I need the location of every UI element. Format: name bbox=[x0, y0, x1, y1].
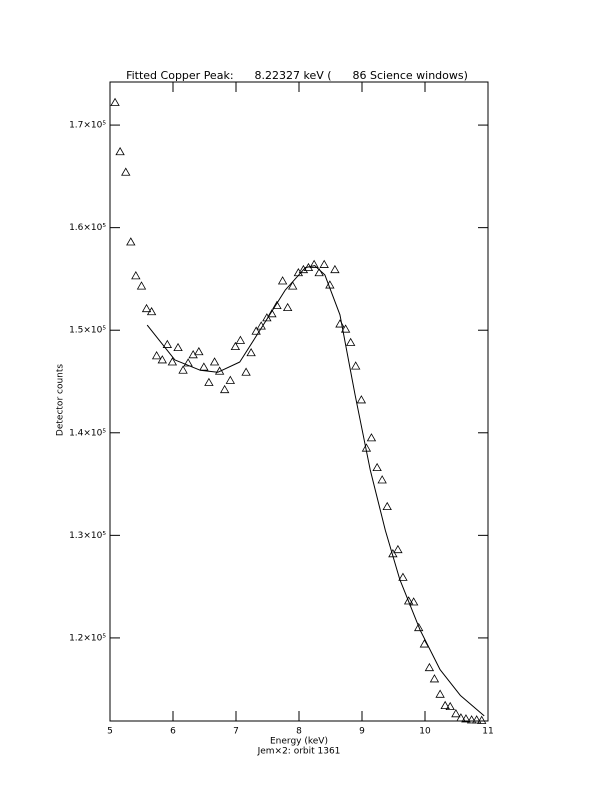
data-point bbox=[115, 146, 125, 156]
data-point bbox=[204, 377, 214, 386]
y-tick-label: 1.4×10⁵ bbox=[69, 428, 106, 438]
y-tick-label: 1.2×10⁵ bbox=[69, 633, 106, 643]
data-point bbox=[235, 335, 246, 344]
data-point bbox=[178, 365, 188, 374]
x-tick-label: 7 bbox=[233, 727, 239, 737]
data-point bbox=[414, 622, 424, 632]
data-point bbox=[251, 326, 261, 335]
data-point bbox=[424, 662, 435, 672]
data-point bbox=[461, 714, 471, 723]
data-point bbox=[230, 341, 241, 351]
data-point bbox=[314, 267, 324, 277]
data-point bbox=[282, 302, 293, 312]
data-point bbox=[445, 701, 455, 711]
data-point bbox=[162, 339, 173, 348]
data-point bbox=[429, 674, 440, 683]
y-axis-label: Detector counts bbox=[56, 364, 66, 436]
data-point bbox=[199, 362, 209, 371]
data-point bbox=[319, 259, 329, 268]
data-point bbox=[330, 264, 340, 274]
data-point bbox=[194, 346, 204, 356]
data-point bbox=[309, 259, 319, 268]
data-point bbox=[398, 572, 408, 581]
data-point bbox=[456, 713, 466, 722]
data-point bbox=[377, 475, 387, 484]
data-point bbox=[356, 395, 367, 404]
data-point bbox=[345, 337, 356, 346]
data-point bbox=[146, 306, 157, 316]
data-point bbox=[435, 689, 445, 698]
data-point bbox=[366, 433, 377, 442]
data-point bbox=[451, 709, 461, 718]
data-point bbox=[262, 313, 272, 322]
y-tick-label: 1.5×10⁵ bbox=[69, 326, 106, 336]
x-tick-label: 9 bbox=[359, 727, 365, 737]
data-point bbox=[241, 367, 251, 376]
data-point bbox=[209, 357, 220, 366]
data-point bbox=[382, 501, 392, 511]
data-point bbox=[419, 639, 430, 648]
data-point bbox=[466, 715, 477, 724]
data-point bbox=[477, 715, 487, 724]
data-point bbox=[126, 237, 136, 246]
data-point bbox=[408, 597, 419, 606]
data-point bbox=[288, 281, 298, 290]
data-point bbox=[340, 324, 351, 333]
data-point bbox=[277, 276, 288, 285]
data-point bbox=[272, 300, 282, 309]
data-point bbox=[141, 303, 152, 313]
chart-title: Fitted Copper Peak: 8.22327 keV ( 86 Sci… bbox=[126, 69, 468, 82]
data-point bbox=[136, 281, 147, 290]
data-point bbox=[121, 167, 131, 176]
data-point bbox=[110, 97, 120, 106]
data-point bbox=[471, 715, 482, 724]
data-point bbox=[440, 700, 450, 710]
data-point bbox=[372, 462, 382, 472]
x-tick-label: 11 bbox=[482, 727, 493, 737]
data-point bbox=[225, 375, 236, 384]
data-point bbox=[167, 357, 178, 366]
subtitle: Jem×2: orbit 1361 bbox=[257, 747, 341, 757]
data-point bbox=[403, 596, 414, 605]
data-point bbox=[267, 308, 277, 318]
data-point bbox=[173, 342, 183, 352]
y-tick-label: 1.3×10⁵ bbox=[69, 531, 106, 541]
fit-curve bbox=[146, 265, 485, 717]
y-tick-label: 1.6×10⁵ bbox=[69, 223, 106, 233]
data-point bbox=[393, 544, 403, 554]
data-point bbox=[351, 361, 361, 370]
data-point bbox=[131, 271, 141, 280]
data-point bbox=[151, 351, 162, 360]
data-point bbox=[219, 384, 230, 394]
data-point bbox=[246, 347, 256, 357]
data-point bbox=[183, 358, 193, 367]
x-axis-label: Energy (keV) bbox=[270, 737, 328, 747]
x-tick-label: 8 bbox=[296, 727, 302, 737]
x-tick-label: 5 bbox=[107, 727, 113, 737]
data-point bbox=[157, 355, 167, 364]
x-tick-label: 10 bbox=[419, 727, 431, 737]
x-tick-label: 6 bbox=[170, 727, 176, 737]
y-tick-label: 1.7×10⁵ bbox=[69, 121, 106, 131]
